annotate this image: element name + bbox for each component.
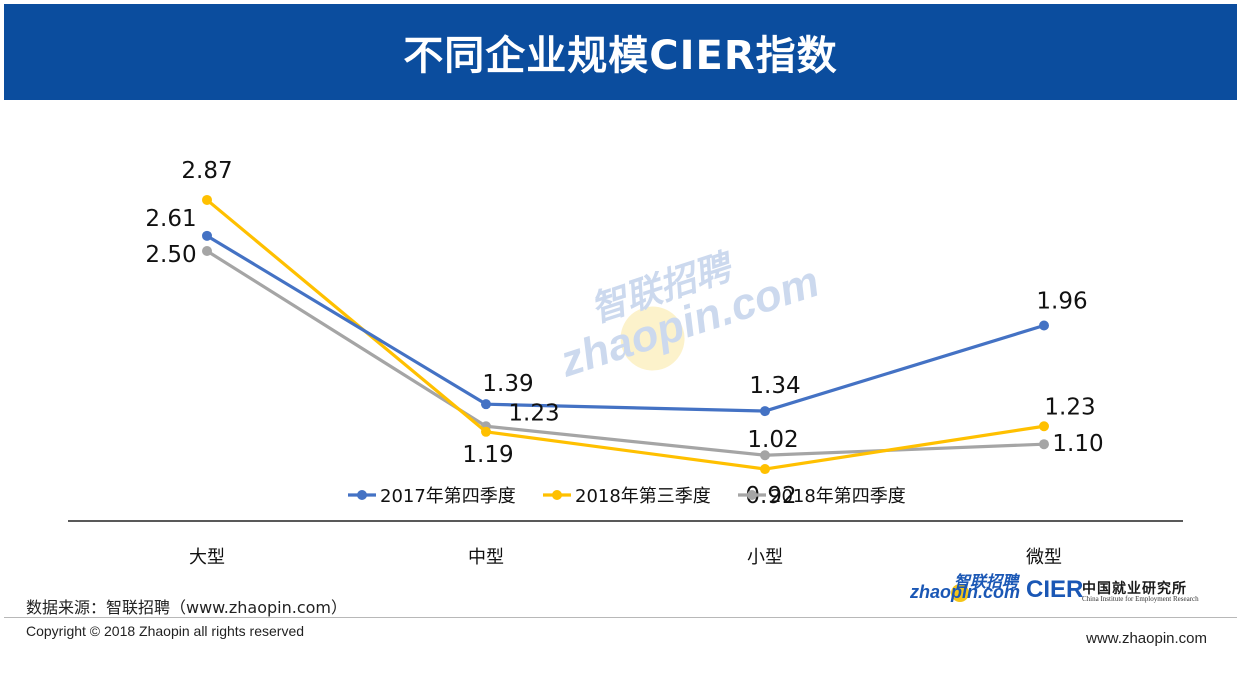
cier-logo: CIER 中国就业研究所 China Institute for Employm…: [1026, 576, 1216, 606]
data-label-s1-3: 1.23: [1044, 394, 1095, 420]
data-label-s2-2: 1.02: [747, 427, 798, 453]
data-point-s1-0: [202, 194, 212, 205]
series-line-0: [206, 234, 1045, 413]
zhaopin-logo-dot: [951, 584, 969, 602]
data-label-s2-1: 1.23: [508, 400, 559, 426]
cier-logo-cn: 中国就业研究所: [1082, 581, 1187, 597]
legend-label-1: 2018年第三季度: [575, 486, 711, 507]
data-point-s1-2: [760, 464, 770, 475]
legend-marker-1: [552, 490, 562, 500]
legend-marker-0: [357, 490, 367, 500]
legend-marker-2: [747, 490, 757, 500]
data-point-s2-2: [760, 450, 770, 461]
series-line-2: [206, 249, 1045, 457]
data-point-s2-0: [202, 246, 212, 256]
legend-label-0: 2017年第四季度: [380, 486, 516, 507]
website-link: www.zhaopin.com: [1086, 630, 1207, 647]
cier-logo-main: CIER: [1026, 576, 1084, 603]
data-label-s2-3: 1.10: [1052, 431, 1103, 457]
data-label-s1-0: 2.87: [181, 158, 232, 184]
data-point-s0-0: [202, 230, 212, 241]
data-label-s0-1: 1.39: [482, 371, 533, 397]
data-source: 数据来源：智联招聘（www.zhaopin.com）: [26, 598, 348, 617]
zhaopin-logo-en: zhaopin.com: [910, 582, 1021, 602]
cier-logo-en: China Institute for Employment Research: [1082, 595, 1199, 603]
data-label-s0-3: 1.96: [1036, 289, 1087, 315]
data-point-s0-2: [760, 406, 770, 417]
data-label-s0-2: 1.34: [749, 373, 800, 399]
data-label-s0-0: 2.61: [145, 206, 196, 232]
data-label-s1-1: 1.19: [462, 442, 513, 468]
x-tick-label-2: 小型: [747, 547, 783, 568]
legend-label-2: 2018年第四季度: [770, 486, 906, 507]
data-point-s0-3: [1039, 320, 1049, 331]
x-tick-label-0: 大型: [189, 547, 225, 568]
series-line-1: [205, 198, 1045, 471]
title-banner: 不同企业规模CIER指数: [4, 4, 1237, 100]
x-tick-label-1: 中型: [468, 547, 504, 568]
data-point-s2-3: [1039, 439, 1049, 450]
data-label-s2-0: 2.50: [145, 242, 196, 268]
zhaopin-logo: 智联招聘 zhaopin.com: [908, 568, 1020, 606]
x-tick-label-3: 微型: [1026, 547, 1062, 568]
page-title: 不同企业规模CIER指数: [403, 33, 838, 79]
data-point-s0-1: [481, 399, 491, 410]
zhaopin-logo-cn: 智联招聘: [954, 572, 1019, 591]
footer-divider: [4, 617, 1237, 618]
copyright-text: Copyright © 2018 Zhaopin all rights rese…: [26, 623, 305, 639]
data-point-s1-3: [1039, 421, 1049, 432]
data-point-s1-1: [481, 426, 491, 437]
